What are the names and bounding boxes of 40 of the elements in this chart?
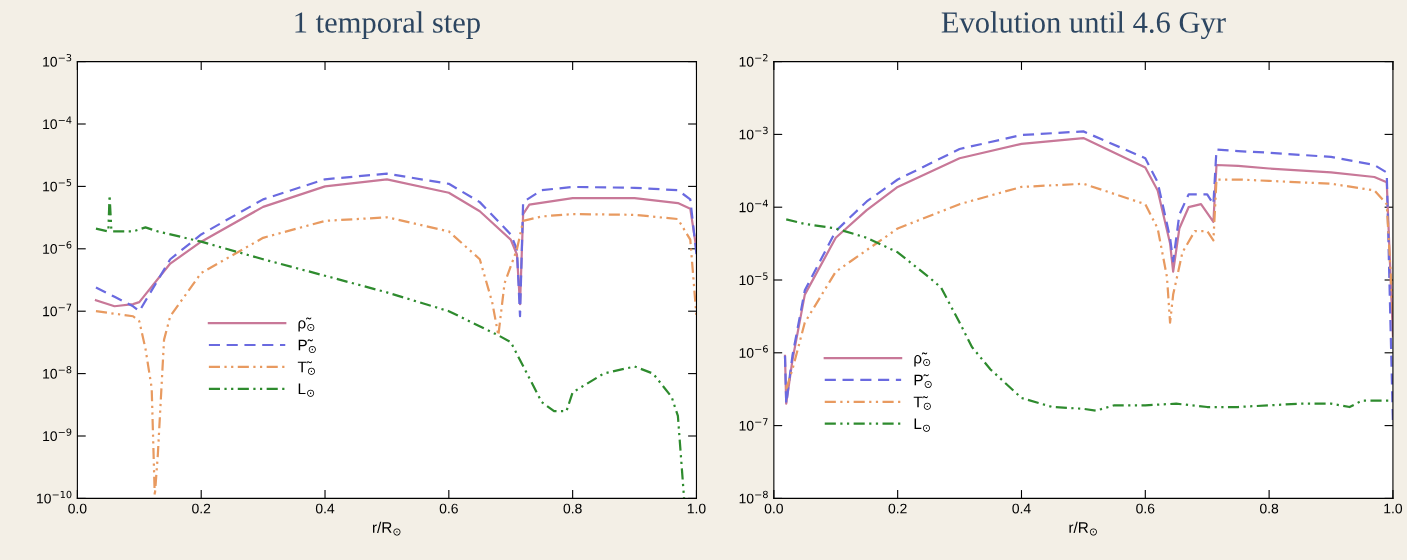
- y-tick-label: 10$^{−10}$: [37, 490, 72, 504]
- y-tick-label: 10$^{−2}$: [739, 53, 768, 67]
- legend-label: P̃$_{⊙}$: [298, 339, 316, 353]
- y-tick-label: 10$^{−8}$: [43, 365, 72, 379]
- y-tick-label: 10$^{−7}$: [43, 303, 72, 317]
- x-tick-label: 0.6: [1136, 503, 1155, 514]
- x-tick-label: 0.2: [888, 503, 907, 514]
- chart-title: Evolution until 4.6 Gyr: [941, 11, 1226, 40]
- x-axis-title: r/R$_{⊙}$: [372, 521, 401, 536]
- legend-label: ρ̃$_{⊙}$: [298, 317, 315, 332]
- x-tick-label: 0.0: [68, 503, 87, 514]
- x-axis-title: r/R$_{⊙}$: [1069, 521, 1097, 536]
- x-tick-label: 1.0: [687, 503, 706, 514]
- legend-label: P̃$_{⊙}$: [914, 374, 932, 388]
- x-tick-label: 0.2: [192, 503, 211, 514]
- chart-title: 1 temporal step: [295, 11, 480, 40]
- y-tick-label: 10$^{−5}$: [739, 272, 768, 286]
- y-tick-label: 10$^{−3}$: [43, 53, 72, 67]
- x-tick-label: 0.4: [315, 503, 335, 514]
- x-tick-label: 0.8: [1260, 503, 1279, 514]
- x-tick-label: 0.8: [563, 503, 582, 514]
- legend-label: T̃$_{⊙}$: [297, 361, 315, 375]
- y-tick-label: 10$^{−5}$: [43, 178, 72, 192]
- line-series: [785, 178, 1393, 390]
- legend-label: T̃$_{⊙}$: [913, 396, 931, 410]
- legend-label: L$_{⊙}$: [298, 383, 315, 397]
- y-tick-label: 10$^{−3}$: [739, 126, 768, 140]
- y-tick-label: 10$^{−7}$: [739, 418, 768, 431]
- y-tick-label: 10$^{−8}$: [739, 490, 768, 504]
- y-tick-label: 10$^{−6}$: [739, 345, 768, 358]
- x-tick-label: 0.0: [764, 503, 783, 514]
- y-tick-label: 10$^{−6}$: [43, 241, 72, 254]
- x-tick-label: 1.0: [1384, 503, 1403, 514]
- legend-label: ρ̃$_{⊙}$: [914, 352, 931, 367]
- y-tick-label: 10$^{−4}$: [739, 199, 768, 213]
- x-tick-label: 0.4: [1012, 503, 1031, 514]
- y-tick-label: 10$^{−9}$: [43, 428, 72, 442]
- x-tick-label: 0.6: [439, 503, 458, 514]
- legend-label: L$_{⊙}$: [914, 418, 930, 432]
- y-tick-label: 10$^{−4}$: [43, 116, 72, 130]
